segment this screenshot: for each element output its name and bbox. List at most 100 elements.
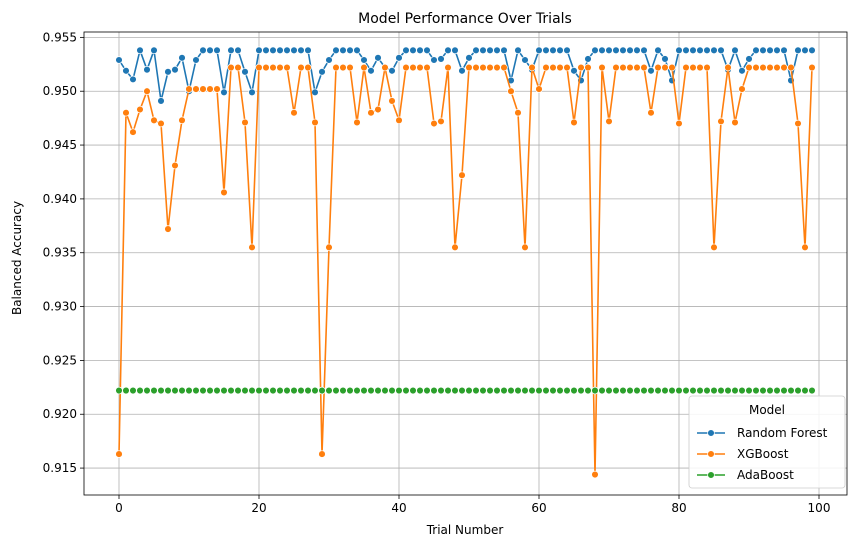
data-point-random-forest: [591, 46, 599, 55]
data-point-adaboost: [241, 386, 249, 395]
legend-title: Model: [749, 403, 785, 417]
data-point-random-forest: [465, 54, 473, 62]
data-point-random-forest: [521, 56, 529, 64]
data-point-random-forest: [759, 46, 767, 55]
data-point-adaboost: [381, 386, 389, 395]
data-point-adaboost: [304, 386, 312, 395]
y-tick-label: 0.925: [43, 353, 77, 367]
data-point-xgboost: [563, 63, 571, 72]
data-point-random-forest: [500, 46, 508, 55]
data-point-adaboost: [220, 386, 228, 395]
data-point-adaboost: [451, 386, 459, 395]
data-point-adaboost: [570, 386, 578, 395]
y-tick-label: 0.930: [43, 300, 77, 314]
data-point-xgboost: [514, 109, 522, 117]
data-point-adaboost: [549, 386, 557, 395]
data-point-xgboost: [122, 109, 130, 117]
data-point-random-forest: [220, 88, 228, 97]
data-point-xgboost: [633, 63, 641, 72]
data-point-xgboost: [787, 63, 795, 72]
data-point-random-forest: [122, 67, 130, 75]
data-point-random-forest: [675, 46, 683, 55]
data-point-xgboost: [661, 63, 669, 72]
data-point-adaboost: [199, 386, 207, 395]
data-point-xgboost: [542, 63, 550, 72]
data-point-adaboost: [318, 386, 326, 395]
data-point-xgboost: [276, 63, 284, 72]
data-point-xgboost: [703, 63, 711, 72]
data-point-adaboost: [556, 386, 564, 395]
data-point-random-forest: [556, 46, 564, 55]
y-axis: 0.915 0.920 0.925 0.930 0.935 0.940 0.945 0.950…: [43, 30, 84, 475]
data-point-xgboost: [654, 63, 662, 72]
data-point-adaboost: [171, 386, 179, 395]
data-point-xgboost: [577, 63, 585, 72]
data-point-xgboost: [444, 63, 452, 72]
legend: Model Random Forest XGBoost AdaBoost: [688, 395, 846, 489]
data-point-random-forest: [423, 46, 431, 55]
data-point-adaboost: [157, 386, 165, 395]
data-point-random-forest: [640, 46, 648, 55]
data-point-adaboost: [759, 386, 767, 395]
data-point-random-forest: [451, 46, 459, 55]
data-point-adaboost: [724, 386, 732, 395]
data-point-adaboost: [752, 386, 760, 395]
data-point-adaboost: [262, 386, 270, 395]
data-point-random-forest: [563, 46, 571, 55]
data-point-xgboost: [248, 243, 256, 252]
data-point-random-forest: [388, 67, 396, 75]
data-point-xgboost: [507, 87, 515, 95]
data-point-random-forest: [402, 46, 410, 55]
series-random-forest: [115, 46, 816, 105]
data-point-random-forest: [318, 68, 326, 76]
data-point-xgboost: [332, 63, 340, 72]
data-point-random-forest: [479, 46, 487, 55]
data-point-xgboost: [395, 116, 403, 125]
data-point-xgboost: [528, 63, 536, 72]
data-point-xgboost: [493, 63, 501, 72]
data-point-random-forest: [549, 46, 557, 55]
data-point-adaboost: [745, 386, 753, 395]
data-point-random-forest: [346, 46, 354, 55]
data-point-random-forest: [605, 46, 613, 55]
data-point-adaboost: [388, 386, 396, 395]
data-point-xgboost: [143, 87, 151, 95]
data-point-xgboost: [129, 128, 137, 136]
data-point-adaboost: [178, 386, 186, 395]
data-point-random-forest: [374, 54, 382, 62]
data-point-xgboost: [150, 116, 158, 125]
data-point-adaboost: [164, 386, 172, 395]
data-point-xgboost: [318, 450, 326, 458]
data-point-random-forest: [626, 46, 634, 55]
data-point-random-forest: [612, 46, 620, 55]
data-point-adaboost: [654, 386, 662, 395]
data-point-random-forest: [633, 46, 641, 55]
data-point-random-forest: [752, 46, 760, 55]
data-point-random-forest: [773, 46, 781, 55]
data-point-random-forest: [430, 56, 438, 64]
data-point-random-forest: [409, 46, 417, 55]
data-point-random-forest: [325, 56, 333, 64]
data-point-random-forest: [311, 88, 319, 97]
data-point-adaboost: [521, 386, 529, 395]
data-point-random-forest: [801, 46, 809, 55]
data-point-xgboost: [535, 85, 543, 93]
data-point-xgboost: [409, 63, 417, 72]
x-tick-label: 60: [531, 501, 546, 515]
data-point-xgboost: [192, 85, 200, 93]
data-point-adaboost: [696, 386, 704, 395]
data-point-random-forest: [290, 46, 298, 55]
data-point-adaboost: [409, 386, 417, 395]
data-point-xgboost: [234, 63, 242, 72]
data-point-random-forest: [297, 46, 305, 55]
data-point-xgboost: [521, 243, 529, 252]
data-point-random-forest: [262, 46, 270, 55]
data-point-xgboost: [157, 119, 165, 128]
data-point-xgboost: [801, 243, 809, 252]
data-point-xgboost: [647, 109, 655, 117]
data-point-random-forest: [178, 54, 186, 62]
data-point-xgboost: [367, 109, 375, 117]
data-point-adaboost: [136, 386, 144, 395]
legend-swatch-marker: [707, 471, 715, 479]
